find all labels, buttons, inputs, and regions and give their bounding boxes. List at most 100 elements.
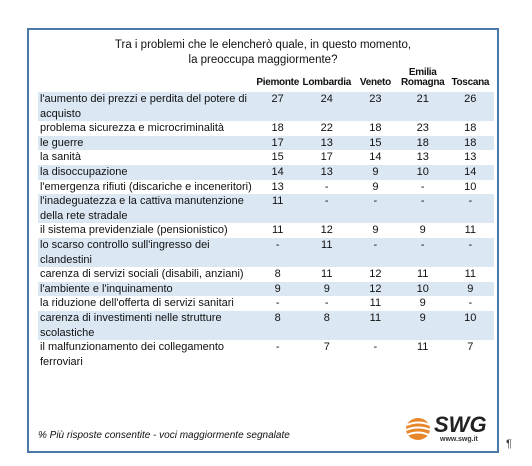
title-line: la preoccupa maggiormente? — [188, 54, 338, 66]
cell-value: 11 — [417, 268, 429, 281]
cell-value: 11 — [253, 194, 302, 224]
table-row: la sanità 15 17 14 13 13 — [38, 150, 494, 165]
row-label: l'ambiente e l'inquinamento — [38, 281, 254, 297]
logo-icon — [405, 418, 432, 440]
row-label: problema sicurezza e microcriminalità — [40, 122, 225, 135]
cell-value: 11 — [417, 341, 429, 354]
cell-value: 14 — [446, 164, 494, 180]
cell-value: 13 — [271, 180, 284, 193]
cell-value: 14 — [253, 164, 302, 180]
cell-value: 13 — [464, 151, 477, 164]
row-label: la riduzione dell'offerta di servizi san… — [40, 297, 234, 310]
table-row: l'emergenza rifiuti (discariche e incene… — [38, 180, 494, 195]
logo-text: SWG — [434, 412, 487, 437]
cell-value: 11 — [464, 224, 477, 237]
column-header: Piemonte — [256, 77, 299, 88]
cell-value: 10 — [398, 281, 447, 297]
cell-value: 9 — [419, 297, 426, 310]
cell-value: 15 — [351, 135, 399, 151]
corner — [38, 68, 254, 92]
row-label: l'inadeguatezza e la cattiva manutenzion… — [38, 194, 254, 224]
cell-value: - — [275, 297, 280, 310]
cell-value: 9 — [301, 281, 352, 297]
cell-value: - — [446, 237, 494, 268]
cell-value: 7 — [467, 341, 474, 354]
row-label: le guerre — [38, 135, 254, 151]
cell-value: 9 — [372, 224, 379, 237]
cell-value: 18 — [464, 122, 477, 135]
cell-value: 8 — [301, 310, 352, 341]
cell-value: 13 — [416, 151, 429, 164]
table-row: carenza di investimenti nelle strutture … — [38, 310, 494, 341]
cell-value: 9 — [351, 164, 399, 180]
cell-value: 22 — [320, 122, 333, 135]
cell-value: 8 — [253, 310, 302, 341]
cell-value: 11 — [369, 297, 382, 310]
cell-value: - — [446, 194, 494, 224]
cell-value: 11 — [321, 268, 333, 281]
table-row: il malfunzionamento dei collegamento fer… — [38, 340, 494, 369]
cell-value: 9 — [446, 281, 494, 297]
cell-value: 17 — [253, 135, 302, 151]
table-row: la riduzione dell'offerta di servizi san… — [38, 296, 494, 311]
row-label: la disoccupazione — [38, 164, 254, 180]
cell-value: 23 — [351, 92, 399, 122]
cell-value: - — [324, 297, 329, 310]
cell-value: 11 — [301, 237, 352, 268]
column-header: Veneto — [359, 77, 391, 88]
footnote: % Più risposte consentite - voci maggior… — [38, 430, 290, 441]
row-label: l'aumento dei prezzi e perdita del poter… — [38, 92, 254, 122]
cell-value: 18 — [369, 122, 382, 135]
cell-value: - — [253, 237, 302, 268]
cell-value: - — [398, 194, 447, 224]
cell-value: - — [420, 180, 425, 193]
cell-value: - — [324, 180, 329, 193]
column-header: Lombardia — [302, 77, 352, 88]
cell-value: 14 — [369, 151, 382, 164]
cell-value: 23 — [416, 122, 429, 135]
cell-value: - — [351, 194, 399, 224]
column-header: Emilia Romagna — [400, 67, 445, 88]
table: Piemonte Lombardia Veneto Emilia Romagna Tos… — [38, 68, 494, 369]
cell-value: - — [275, 341, 280, 354]
cell-value: 26 — [446, 92, 494, 122]
column-header: Toscana — [451, 77, 490, 88]
cell-value: 18 — [271, 122, 284, 135]
row-label: il malfunzionamento dei collegamento fer… — [40, 341, 225, 368]
row-label: carenza di investimenti nelle strutture … — [38, 310, 254, 341]
cell-value: 11 — [271, 224, 284, 237]
table-row: le guerre 17 13 15 18 18 — [38, 135, 494, 151]
cell-value: 11 — [464, 268, 477, 281]
row-label: la sanità — [40, 151, 81, 164]
cell-value: 24 — [301, 92, 352, 122]
row-label: lo scarso controllo sull'ingresso dei cl… — [38, 237, 254, 268]
cell-value: - — [373, 341, 378, 354]
row-label: carenza di servizi sociali (disabili, an… — [40, 268, 244, 281]
cell-value: 10 — [446, 310, 494, 341]
frame — [27, 28, 499, 453]
row-label: il sistema previdenziale (pensionistico) — [40, 224, 228, 237]
cell-value: 13 — [301, 135, 352, 151]
cell-value: 9 — [419, 224, 426, 237]
table-row: il sistema previdenziale (pensionistico)… — [38, 223, 494, 238]
title: Tra i problemi che le elencherò quale, i… — [27, 38, 499, 68]
cell-value: 7 — [323, 341, 330, 354]
table-row: la disoccupazione 14 13 9 10 14 — [38, 164, 494, 180]
title-line: Tra i problemi che le elencherò quale, i… — [114, 39, 412, 51]
table-body: l'aumento dei prezzi e perdita del poter… — [38, 92, 494, 369]
table-row: l'inadeguatezza e la cattiva manutenzion… — [38, 194, 494, 224]
cell-value: 9 — [253, 281, 302, 297]
pilcrow: ¶ — [506, 438, 512, 450]
cell-value: 15 — [271, 151, 284, 164]
cell-value: 12 — [320, 224, 333, 237]
table-row: carenza di servizi sociali (disabili, an… — [38, 267, 494, 282]
cell-value: 18 — [398, 135, 447, 151]
table-row: l'ambiente e l'inquinamento 9 9 12 10 9 — [38, 281, 494, 297]
cell-value: 21 — [398, 92, 447, 122]
table-row: problema sicurezza e microcriminalità 18 2… — [38, 121, 494, 136]
cell-value: - — [398, 237, 447, 268]
cell-value: 13 — [301, 164, 352, 180]
logo-url: www.swg.it — [440, 436, 478, 443]
cell-value: 12 — [351, 281, 399, 297]
table-row: l'aumento dei prezzi e perdita del poter… — [38, 92, 494, 122]
